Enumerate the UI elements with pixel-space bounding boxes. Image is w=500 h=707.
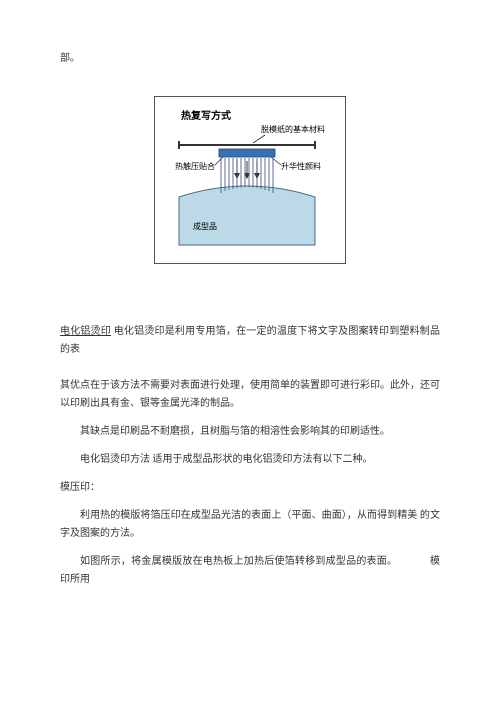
thermal-transfer-diagram: 热复写方式 脱模纸的基本材料 热触压贴合 升华性颜料 <box>154 96 346 264</box>
molded-product-shape <box>179 186 315 245</box>
foil-strip <box>219 149 275 157</box>
para-moyayin: 模压印： <box>60 479 440 497</box>
para-moyayin-desc: 利用热的模版将箔压印在成型品光洁的表面上（平面、曲面），从而得到精美 的文字及图… <box>60 507 440 543</box>
diagram-svg: 热复写方式 脱模纸的基本材料 热触压贴合 升华性颜料 <box>165 105 335 253</box>
callout-bottom: 成型品 <box>193 221 217 231</box>
figure-title: 热复写方式 <box>181 109 231 122</box>
callout-right: 升华性颜料 <box>281 161 321 171</box>
callout-paper: 脱模纸的基本材料 <box>261 124 325 134</box>
leader-left <box>215 157 223 165</box>
figure-container: 热复写方式 脱模纸的基本材料 热触压贴合 升华性颜料 <box>60 96 440 267</box>
intro-text: 部。 <box>60 50 440 68</box>
para1-rest: 电化铝烫印是利用专用箔，在一定的温度下将文字及图案转印到塑料制品的表 <box>60 326 440 355</box>
document-page: 部。 热复写方式 脱模纸的基本材料 热触压贴合 升华性颜料 <box>0 0 500 707</box>
callout-left: 热触压贴合 <box>175 161 215 171</box>
para-disadvantage: 其缺点是印刷品不耐磨损，且树脂与箔的相溶性会影响其的印刷适性。 <box>60 423 440 441</box>
para-methods: 电化铝烫印方法 适用于成型品形状的电化铝烫印方法有以下二种。 <box>60 451 440 469</box>
leader-paper <box>253 135 265 143</box>
heading-underline: 电化铝烫印 <box>60 326 111 337</box>
para-advantage: 其优点在于该方法不需要对表面进行处理，使用简单的装置即可进行彩印。此外，还可以印… <box>60 377 440 413</box>
leader-right <box>271 157 281 165</box>
para-electrochem-heading: 电化铝烫印 电化铝烫印是利用专用箔，在一定的温度下将文字及图案转印到塑料制品的表 <box>60 323 440 359</box>
down-arrows <box>234 161 260 179</box>
para7-a: 如图所示，将金属模版放在电热板上加热后使箔转移到成型品的表面。 <box>80 556 397 567</box>
para-figure-desc: 如图所示，将金属模版放在电热板上加热后使箔转移到成型品的表面。 模印所用 <box>60 553 440 589</box>
